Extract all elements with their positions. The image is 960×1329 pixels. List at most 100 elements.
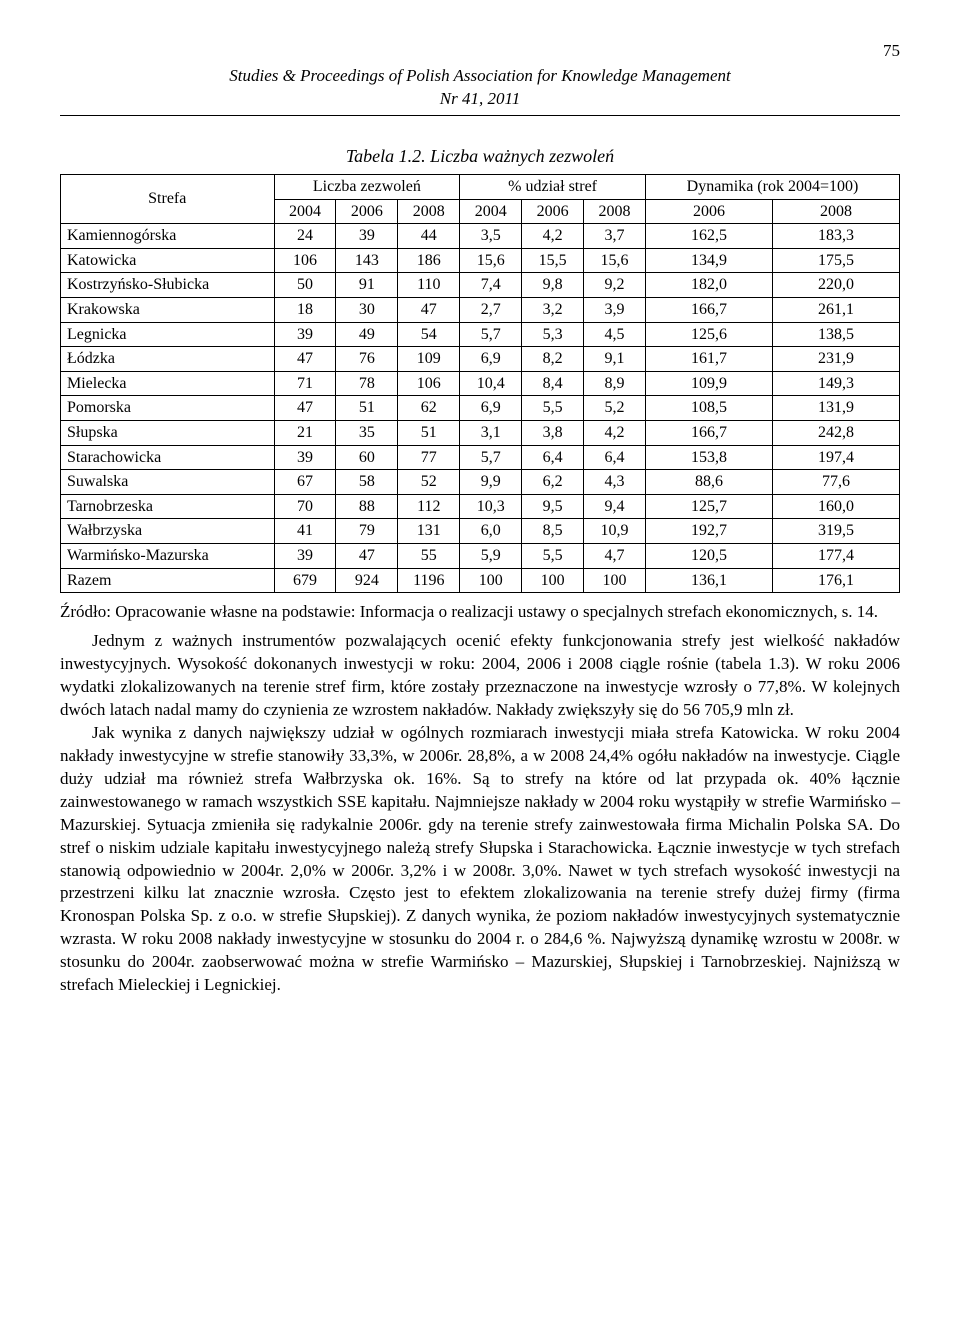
cell-value: 182,0 (645, 273, 772, 298)
cell-value: 10,9 (584, 519, 646, 544)
table-row: Legnicka3949545,75,34,5125,6138,5 (61, 322, 900, 347)
table-row: Słupska2135513,13,84,2166,7242,8 (61, 421, 900, 446)
cell-value: 161,7 (645, 347, 772, 372)
cell-value: 7,4 (460, 273, 522, 298)
cell-value: 106 (274, 248, 336, 273)
year-cell: 2008 (398, 199, 460, 224)
cell-value: 5,5 (522, 544, 584, 569)
cell-value: 44 (398, 224, 460, 249)
cell-value: 60 (336, 445, 398, 470)
table-caption: Tabela 1.2. Liczba ważnych zezwoleń (60, 144, 900, 168)
cell-value: 4,3 (584, 470, 646, 495)
cell-value: 91 (336, 273, 398, 298)
journal-issue: Nr 41, 2011 (60, 88, 900, 111)
cell-value: 88,6 (645, 470, 772, 495)
cell-value: 39 (336, 224, 398, 249)
table-row: Kamiennogórska2439443,54,23,7162,5183,3 (61, 224, 900, 249)
cell-value: 5,9 (460, 544, 522, 569)
cell-value: 6,2 (522, 470, 584, 495)
year-cell: 2004 (274, 199, 336, 224)
table-row: Suwalska6758529,96,24,388,677,6 (61, 470, 900, 495)
cell-value: 131,9 (772, 396, 899, 421)
cell-value: 125,6 (645, 322, 772, 347)
cell-value: 125,7 (645, 494, 772, 519)
col-liczba: Liczba zezwoleń (274, 175, 460, 200)
cell-value: 47 (274, 347, 336, 372)
cell-value: 4,2 (584, 421, 646, 446)
cell-value: 3,9 (584, 298, 646, 323)
cell-value: 5,7 (460, 445, 522, 470)
year-cell: 2006 (645, 199, 772, 224)
table-row: Razem6799241196100100100136,1176,1 (61, 568, 900, 593)
table-row: Łódzka47761096,98,29,1161,7231,9 (61, 347, 900, 372)
cell-value: 50 (274, 273, 336, 298)
cell-value: 67 (274, 470, 336, 495)
row-label: Kostrzyńsko-Słubicka (61, 273, 275, 298)
cell-value: 175,5 (772, 248, 899, 273)
cell-value: 47 (336, 544, 398, 569)
cell-value: 15,6 (460, 248, 522, 273)
cell-value: 5,7 (460, 322, 522, 347)
cell-value: 78 (336, 371, 398, 396)
cell-value: 176,1 (772, 568, 899, 593)
cell-value: 9,9 (460, 470, 522, 495)
row-label: Krakowska (61, 298, 275, 323)
cell-value: 186 (398, 248, 460, 273)
table-row: Tarnobrzeska708811210,39,59,4125,7160,0 (61, 494, 900, 519)
cell-value: 109 (398, 347, 460, 372)
cell-value: 160,0 (772, 494, 899, 519)
year-cell: 2008 (584, 199, 646, 224)
cell-value: 134,9 (645, 248, 772, 273)
row-label: Mielecka (61, 371, 275, 396)
cell-value: 9,1 (584, 347, 646, 372)
cell-value: 9,4 (584, 494, 646, 519)
cell-value: 49 (336, 322, 398, 347)
cell-value: 3,1 (460, 421, 522, 446)
table-row: Katowicka10614318615,615,515,6134,9175,5 (61, 248, 900, 273)
cell-value: 15,5 (522, 248, 584, 273)
cell-value: 106 (398, 371, 460, 396)
table-row: Starachowicka3960775,76,46,4153,8197,4 (61, 445, 900, 470)
cell-value: 77,6 (772, 470, 899, 495)
cell-value: 6,9 (460, 347, 522, 372)
row-label: Starachowicka (61, 445, 275, 470)
row-label: Razem (61, 568, 275, 593)
row-label: Kamiennogórska (61, 224, 275, 249)
cell-value: 3,7 (584, 224, 646, 249)
cell-value: 136,1 (645, 568, 772, 593)
cell-value: 924 (336, 568, 398, 593)
cell-value: 177,4 (772, 544, 899, 569)
cell-value: 5,3 (522, 322, 584, 347)
cell-value: 24 (274, 224, 336, 249)
cell-value: 1196 (398, 568, 460, 593)
cell-value: 2,7 (460, 298, 522, 323)
cell-value: 4,2 (522, 224, 584, 249)
row-label: Pomorska (61, 396, 275, 421)
cell-value: 131 (398, 519, 460, 544)
cell-value: 77 (398, 445, 460, 470)
cell-value: 39 (274, 544, 336, 569)
cell-value: 149,3 (772, 371, 899, 396)
cell-value: 166,7 (645, 298, 772, 323)
cell-value: 4,7 (584, 544, 646, 569)
cell-value: 183,3 (772, 224, 899, 249)
cell-value: 39 (274, 445, 336, 470)
cell-value: 76 (336, 347, 398, 372)
row-label: Legnicka (61, 322, 275, 347)
col-strefa: Strefa (61, 175, 275, 224)
cell-value: 108,5 (645, 396, 772, 421)
cell-value: 231,9 (772, 347, 899, 372)
cell-value: 9,5 (522, 494, 584, 519)
cell-value: 88 (336, 494, 398, 519)
cell-value: 71 (274, 371, 336, 396)
cell-value: 39 (274, 322, 336, 347)
cell-value: 5,2 (584, 396, 646, 421)
table-row: Krakowska1830472,73,23,9166,7261,1 (61, 298, 900, 323)
cell-value: 47 (398, 298, 460, 323)
row-label: Wałbrzyska (61, 519, 275, 544)
cell-value: 100 (460, 568, 522, 593)
cell-value: 54 (398, 322, 460, 347)
cell-value: 4,5 (584, 322, 646, 347)
table-row: Wałbrzyska41791316,08,510,9192,7319,5 (61, 519, 900, 544)
cell-value: 18 (274, 298, 336, 323)
